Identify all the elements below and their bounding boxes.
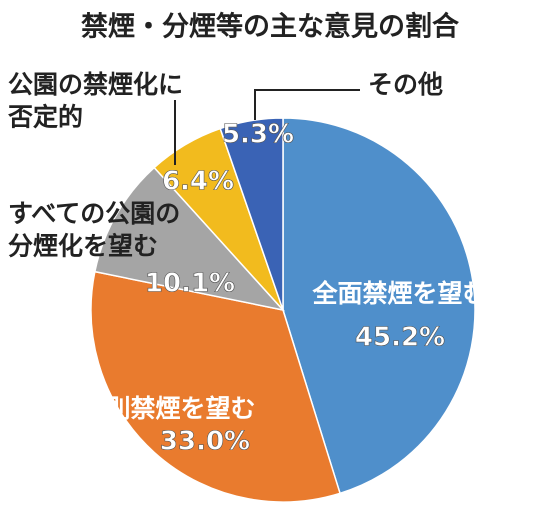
slice-label: すべての公園の分煙化を望む — [8, 199, 180, 261]
chart-title: 禁煙・分煙等の主な意見の割合 — [81, 11, 459, 43]
slice-label: 公園の禁煙化に否定的 — [7, 70, 183, 132]
leader-line — [254, 89, 360, 120]
value-label: 45.2% — [355, 323, 445, 353]
slice-label: 全面禁煙を望む — [311, 279, 487, 308]
pie-slice — [90, 270, 341, 503]
value-label: 6.4% — [162, 167, 234, 197]
value-label: 33.0% — [160, 427, 250, 457]
pie-slice — [282, 117, 476, 495]
value-label: 10.1% — [145, 269, 235, 299]
slice-label: 原則禁煙を望む — [80, 394, 255, 423]
value-label: 5.3% — [222, 120, 294, 150]
slice-label: その他 — [368, 70, 443, 99]
pie-slice — [219, 117, 284, 311]
pie-slice — [93, 166, 286, 312]
